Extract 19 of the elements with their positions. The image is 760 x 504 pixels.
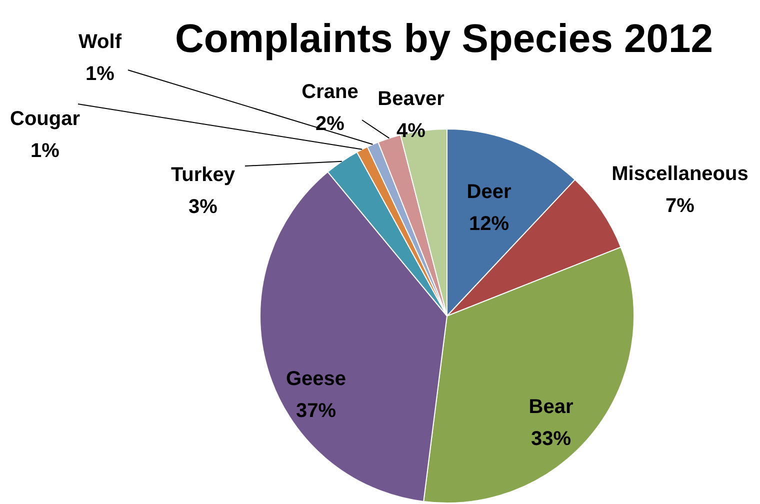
data-label: 4% (396, 120, 426, 142)
slice-label: Deer (466, 181, 512, 203)
data-label: 2% (316, 113, 345, 135)
data-label: 37% (296, 400, 336, 422)
slice-label: Miscellaneous (612, 163, 748, 185)
data-label: 1% (30, 140, 60, 162)
data-label: 33% (530, 428, 572, 450)
data-label: 7% (666, 195, 695, 217)
slice-label: Cougar (10, 108, 80, 130)
chart-title: Complaints by Species 2012 (175, 17, 714, 61)
slice-label: Bear (528, 396, 574, 418)
slice-label: Wolf (78, 31, 122, 53)
slice-label: Beaver (378, 88, 445, 110)
data-label: 1% (86, 63, 115, 85)
slice-label: Geese (286, 368, 346, 390)
data-label: 3% (188, 196, 218, 218)
slice-label: Turkey (170, 164, 236, 186)
data-label: 12% (468, 213, 510, 235)
slice-label: Crane (302, 81, 358, 103)
